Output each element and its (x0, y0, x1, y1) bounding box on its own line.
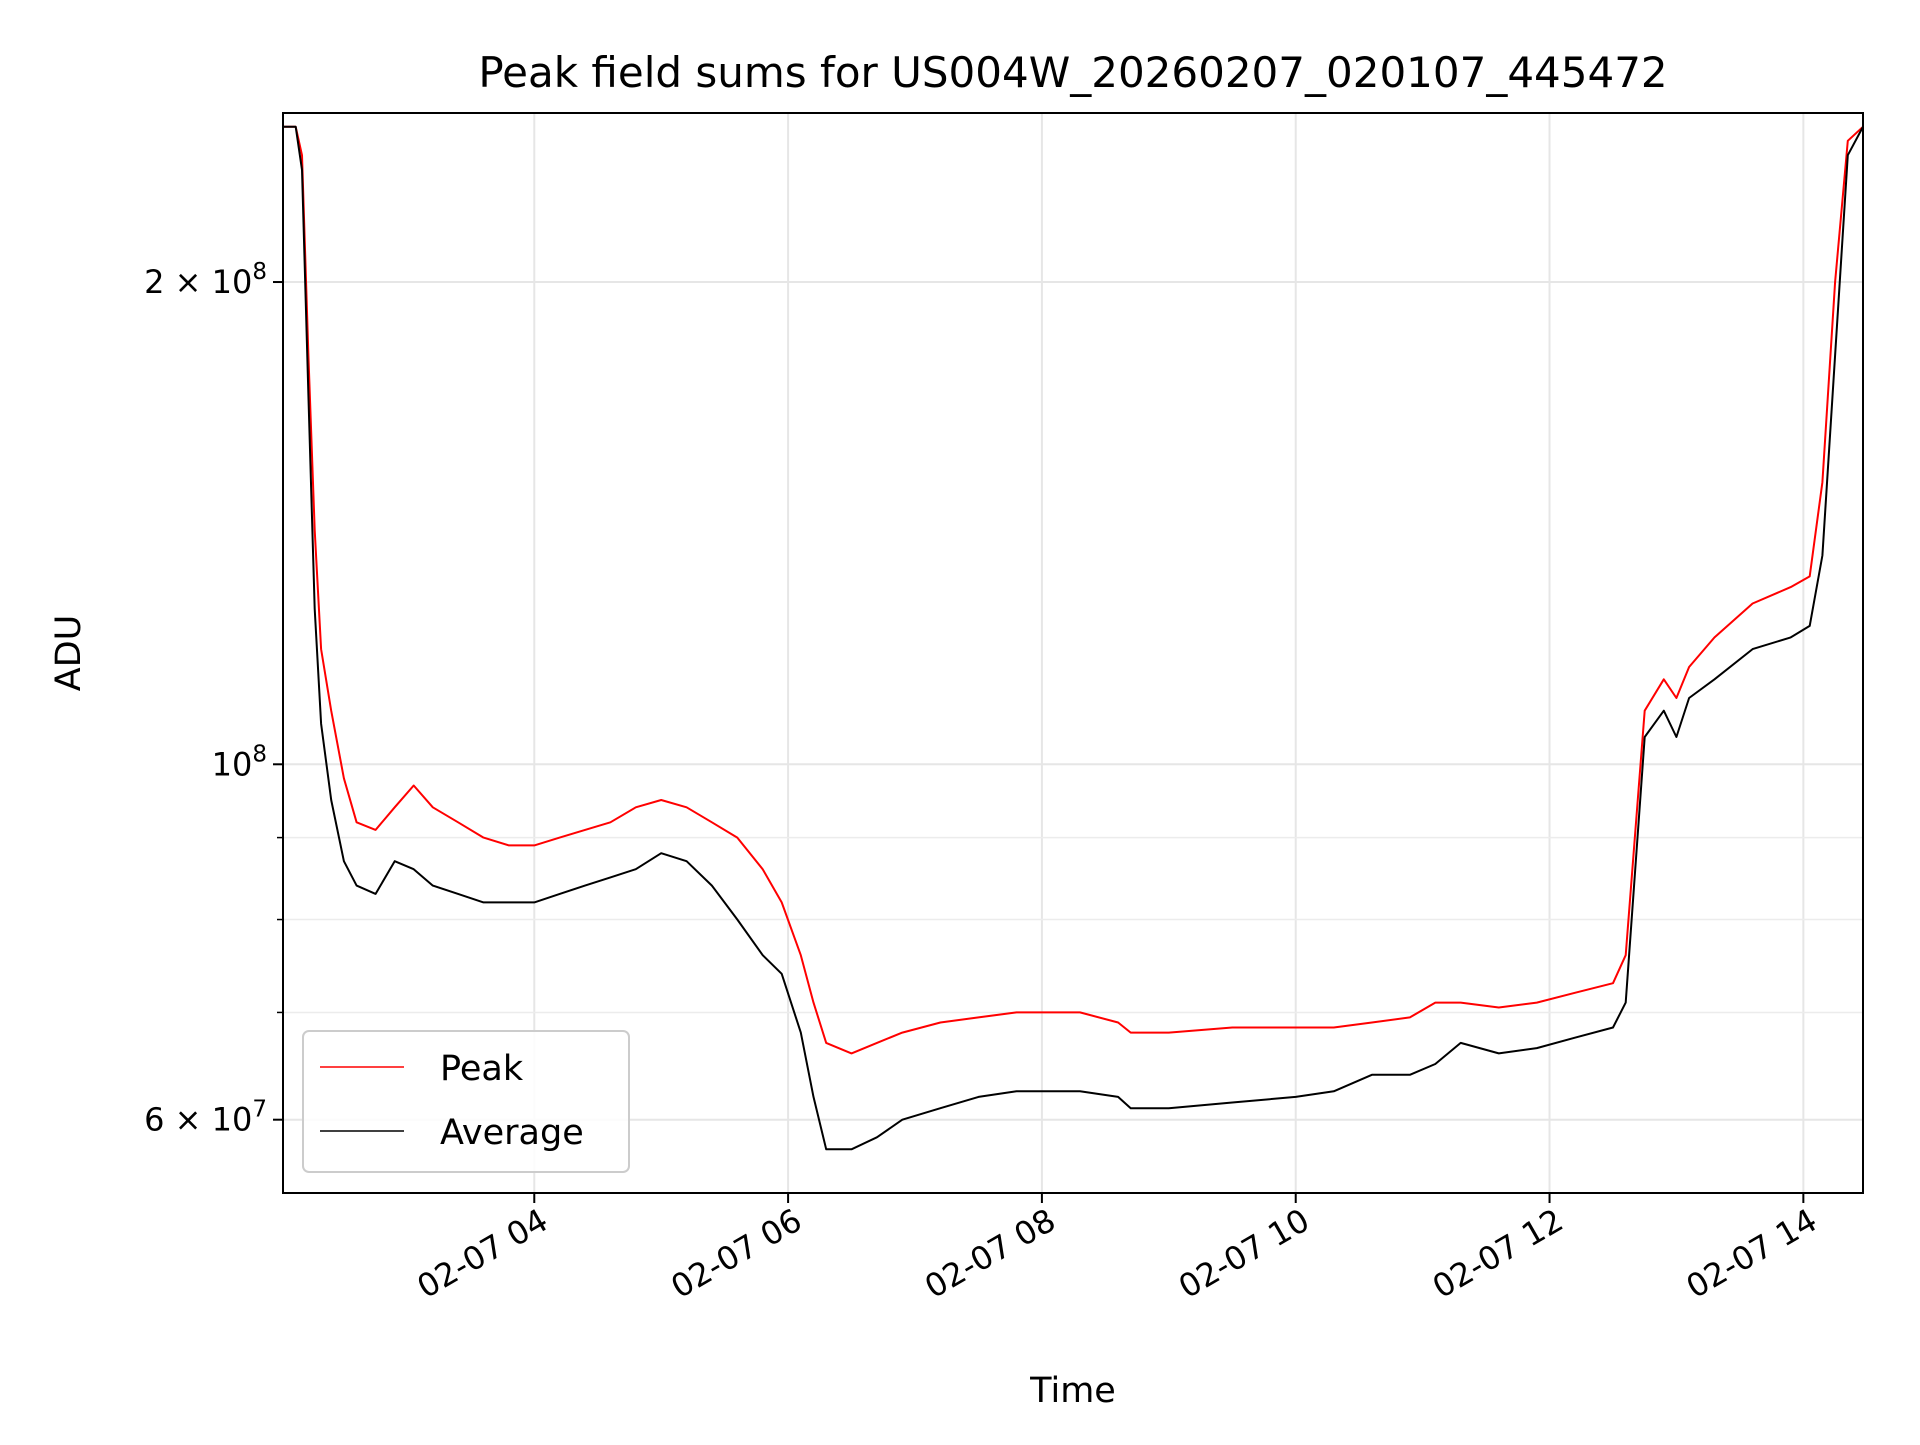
x-tick-label: 02-07 06 (664, 1201, 808, 1306)
legend-label-peak: Peak (440, 1049, 524, 1089)
y-tick-label-base: 10 (212, 745, 253, 783)
x-tick-label: 02-07 14 (1680, 1201, 1824, 1306)
y-tick-label-base: 6 × 10 (144, 1101, 252, 1139)
x-tick-label: 02-07 10 (1172, 1201, 1316, 1306)
x-tick-label: 02-07 08 (918, 1201, 1062, 1306)
x-axis-label: Time (1029, 1371, 1116, 1411)
y-tick-label: 6 × 107 (144, 1097, 267, 1139)
x-tick-label: 02-07 04 (411, 1201, 555, 1306)
chart-title: Peak field sums for US004W_20260207_0201… (478, 48, 1667, 97)
y-tick-label-exponent: 8 (252, 259, 267, 285)
series-line-peak (283, 125, 1864, 1055)
series-line-average (283, 125, 1864, 1151)
series-layer (283, 125, 1864, 1151)
y-axis-label: ADU (49, 615, 89, 692)
legend: Peak Average (302, 1030, 630, 1173)
y-tick-label: 108 (212, 741, 267, 783)
y-tick-label-exponent: 8 (252, 741, 267, 767)
y-tick-label-base: 2 × 10 (144, 263, 252, 301)
y-tick-label-exponent: 7 (252, 1097, 267, 1123)
x-tick-label: 02-07 12 (1426, 1201, 1570, 1306)
plot-frame (282, 112, 1864, 1194)
legend-label-average: Average (440, 1113, 584, 1153)
y-tick-label: 2 × 108 (144, 259, 267, 301)
